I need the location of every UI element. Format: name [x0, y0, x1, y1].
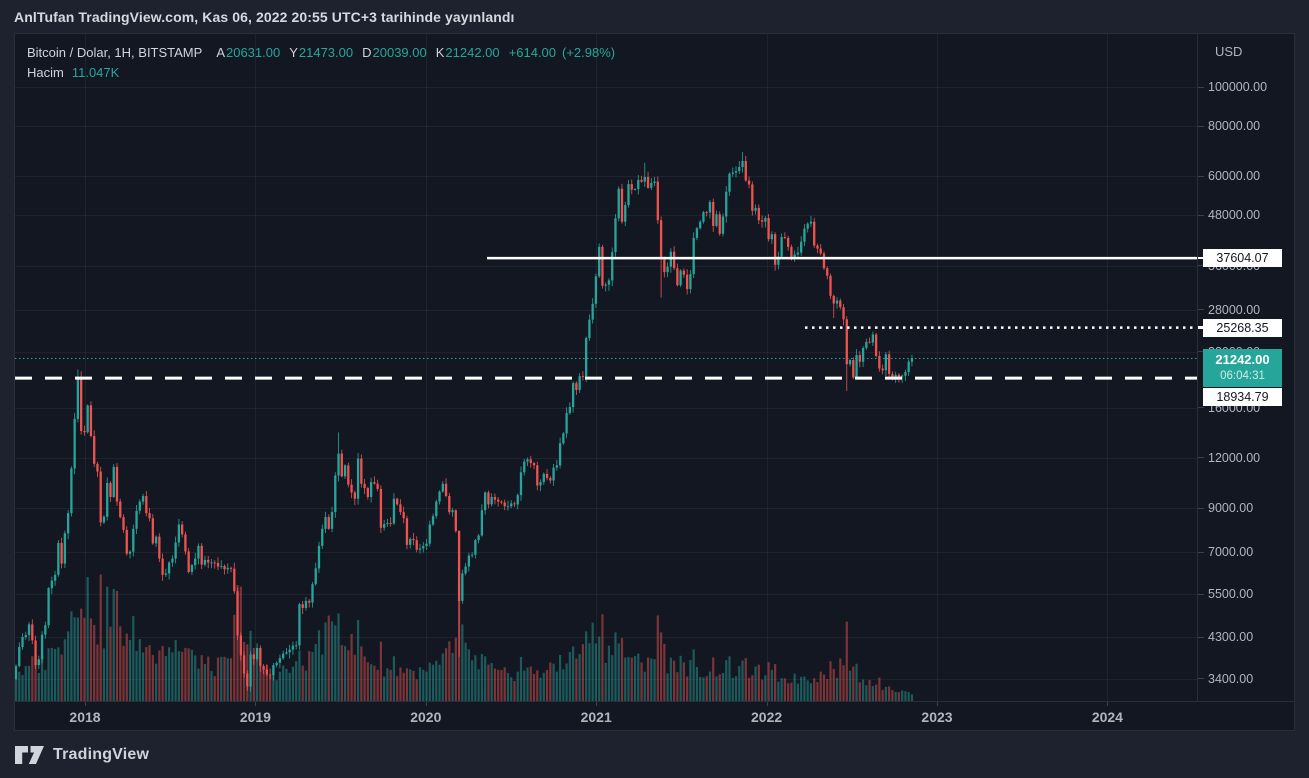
time-tick-mark	[596, 702, 598, 706]
year-label: 2022	[751, 709, 783, 725]
ohlc-high: Y21473.00	[289, 45, 354, 60]
price-tick-mark	[1198, 507, 1204, 509]
price-tick-mark	[1198, 457, 1204, 459]
change-absolute: +614.00	[508, 45, 557, 60]
price-tick-mark	[1198, 678, 1204, 680]
price-tick-mark	[1198, 593, 1204, 595]
legend-volume-row: Hacim 11.047K	[27, 65, 615, 85]
price-tick-mark	[1198, 309, 1204, 311]
price-tick-label: 100000.00	[1208, 80, 1268, 94]
level-price-label: 25268.35	[1203, 318, 1282, 337]
symbol-title[interactable]: Bitcoin / Dolar, 1H, BITSTAMP	[27, 45, 203, 60]
year-label: 2023	[921, 709, 953, 725]
time-tick-mark	[425, 702, 427, 706]
time-axis[interactable]: 2018 2019 2020 2021 2022 2023 2024	[15, 701, 1294, 731]
ohlc-open: A20631.00	[216, 45, 281, 60]
year-label: 2019	[239, 709, 271, 725]
price-tick-mark	[1198, 175, 1204, 177]
year-label: 2024	[1091, 709, 1123, 725]
price-tick-label: 3400.00	[1208, 671, 1254, 686]
level-price-label: 18934.79	[1203, 387, 1282, 406]
price-tick-label: 9000.00	[1208, 501, 1254, 516]
tradingview-logo[interactable]	[15, 745, 44, 764]
price-tick-mark	[1198, 351, 1204, 353]
legend-symbol-row: Bitcoin / Dolar, 1H, BITSTAMP A20631.00 …	[27, 45, 615, 65]
current-price-label: 21242.00 06:04:31	[1203, 348, 1282, 387]
axis-unit-label: USD	[1215, 44, 1243, 59]
year-label: 2018	[69, 709, 101, 725]
volume-value: 11.047K	[71, 65, 120, 80]
level-price-label: 37604.07	[1203, 249, 1282, 268]
year-label: 2021	[580, 709, 612, 725]
ohlc-close: K21242.00	[435, 45, 500, 60]
price-chart-canvas[interactable]	[15, 34, 1197, 701]
time-tick-mark	[937, 702, 938, 706]
price-tick-mark	[1198, 407, 1204, 409]
footer-bar: TradingView	[0, 731, 1309, 778]
publish-bar: AnlTufan TradingView.com, Kas 06, 2022 2…	[0, 0, 1309, 33]
time-tick-mark	[255, 702, 257, 706]
time-tick-mark	[1107, 702, 1109, 706]
price-tick-label: 48000.00	[1208, 208, 1261, 223]
price-axis[interactable]: USD 100000.0080000.0060000.0048000.00360…	[1197, 34, 1295, 701]
price-tick-label: 80000.00	[1208, 119, 1261, 134]
price-tick-mark	[1198, 265, 1204, 267]
level-line-connector	[1198, 256, 1203, 260]
price-tick-label: 4300.00	[1208, 630, 1254, 645]
price-tick-label: 28000.00	[1208, 302, 1261, 317]
price-tick-mark	[1198, 551, 1204, 553]
price-tick-mark	[1198, 86, 1204, 88]
price-tick-label: 60000.00	[1208, 169, 1261, 184]
chart-widget: Bitcoin / Dolar, 1H, BITSTAMP A20631.00 …	[14, 33, 1295, 731]
chart-legend: Bitcoin / Dolar, 1H, BITSTAMP A20631.00 …	[27, 45, 615, 85]
price-tick-mark	[1198, 214, 1204, 216]
volume-label[interactable]: Hacim	[27, 65, 64, 80]
level-line-connector	[1198, 326, 1203, 329]
time-tick-mark	[766, 702, 768, 706]
price-tick-label: 7000.00	[1208, 545, 1254, 560]
price-tick-mark	[1198, 125, 1204, 127]
price-tick-label: 5500.00	[1208, 587, 1254, 602]
ohlc-low: D20039.00	[362, 45, 427, 60]
year-label: 2020	[410, 709, 442, 725]
current-price-value: 21242.00	[1215, 351, 1270, 367]
price-tick-mark	[1198, 636, 1204, 638]
price-tick-label: 12000.00	[1208, 450, 1261, 465]
change-percent: (+2.98%)	[562, 45, 616, 60]
tradingview-brand-text[interactable]: TradingView	[53, 745, 150, 763]
time-tick-mark	[85, 702, 86, 706]
published-info: AnlTufan TradingView.com, Kas 06, 2022 2…	[14, 8, 515, 25]
bar-countdown: 06:04:31	[1220, 369, 1265, 382]
